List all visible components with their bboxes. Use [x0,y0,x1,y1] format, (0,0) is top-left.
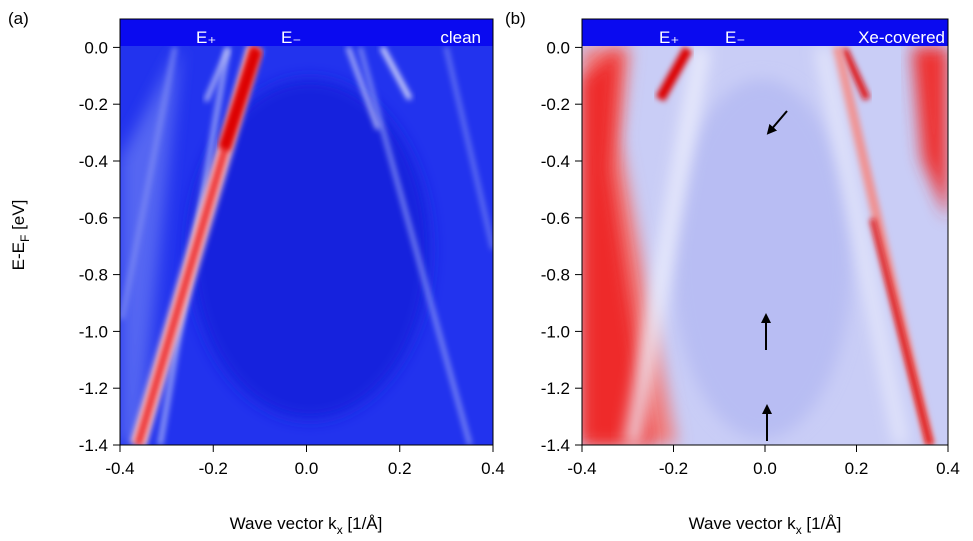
x-tick-label: 0.2 [845,459,869,478]
y-tick-label: -0.8 [79,266,108,285]
x-axis-label: Wave vector kx [1/Å] [230,514,383,536]
y-tick-label: -0.6 [79,209,108,228]
annotation: E₊ [196,28,216,47]
annotation: E₋ [281,28,301,47]
x-tick-label: 0.0 [295,459,319,478]
x-tick-label: -0.2 [199,459,228,478]
annotation: Xe-covered [858,28,945,47]
y-axis-label: E-EF [eV] [9,200,32,271]
y-tick-label: -0.4 [79,152,108,171]
annotation: E₊ [659,28,679,47]
y-tick-label: -1.0 [79,322,108,341]
panel-label: (a) [8,9,29,28]
y-tick-label: -0.6 [541,209,570,228]
x-tick-label: 0.4 [936,459,960,478]
y-tick-label: 0.0 [546,38,570,57]
y-tick-label: -0.4 [541,152,570,171]
annotation: E₋ [725,28,745,47]
x-tick-label: 0.4 [481,459,505,478]
y-tick-label: -1.2 [541,379,570,398]
y-tick-label: -0.2 [79,95,108,114]
x-tick-label: -0.4 [105,459,134,478]
y-tick-label: -1.4 [79,436,108,455]
x-tick-label: 0.0 [753,459,777,478]
spectrum-image [582,19,948,445]
y-tick-label: -1.0 [541,322,570,341]
x-axis-label: Wave vector kx [1/Å] [689,514,842,536]
arrow [766,110,788,135]
x-tick-label: -0.4 [567,459,596,478]
spectrum-image [120,19,493,445]
y-tick-label: 0.0 [84,38,108,57]
y-tick-label: -1.4 [541,436,570,455]
panel-label: (b) [505,9,526,28]
y-tick-label: -0.2 [541,95,570,114]
annotation: clean [440,28,481,47]
y-tick-label: -1.2 [79,379,108,398]
y-tick-label: -0.8 [541,266,570,285]
x-tick-label: 0.2 [388,459,412,478]
x-tick-label: -0.2 [659,459,688,478]
